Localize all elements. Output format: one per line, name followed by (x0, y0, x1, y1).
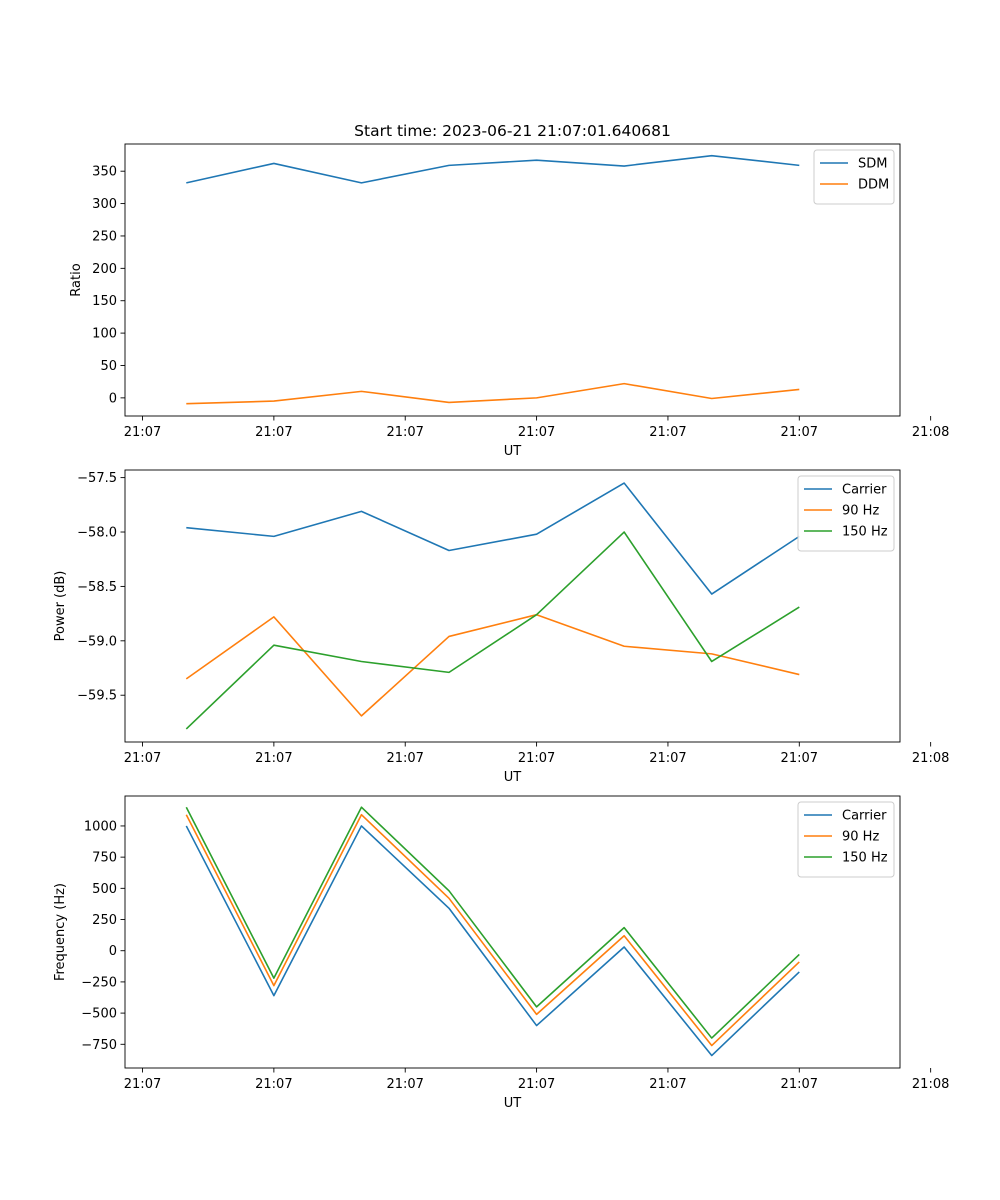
axes-frame (124, 469, 901, 743)
legend: Carrier 90 Hz 150 Hz (797, 475, 895, 552)
x-tick-label: 21:08 (912, 751, 949, 766)
y-tick-label: 350 (92, 165, 117, 180)
x-tick-label: 21:07 (518, 1077, 555, 1092)
y-axis-label: Ratio (69, 263, 84, 296)
series-line-150-hz (185, 531, 800, 730)
y-tick-label: −750 (81, 1038, 117, 1053)
y-tick-label: 750 (92, 851, 117, 866)
y-tick-label: 200 (92, 262, 117, 277)
legend-label: 90 Hz (842, 504, 879, 519)
x-axis-label: UT (504, 770, 522, 785)
y-tick-label: 0 (109, 391, 117, 406)
x-tick-label: 21:07 (255, 425, 292, 440)
x-tick-label: 21:07 (649, 425, 686, 440)
y-tick-label: 0 (109, 944, 117, 959)
x-axis-label: UT (504, 444, 522, 459)
legend-label: 150 Hz (842, 525, 888, 540)
series-line-carrier (186, 482, 800, 595)
y-tick-label: −57.5 (77, 471, 117, 486)
x-tick-label: 21:07 (781, 751, 818, 766)
series-line-carrier (185, 825, 800, 1057)
x-tick-label: 21:07 (124, 751, 161, 766)
y-tick-label: 300 (92, 197, 117, 212)
subplot-2: 21:07 21:07 21:07 21:07 21:07 21:07 21:08 −59.5… (53, 469, 949, 785)
y-tick-label: −58.0 (77, 526, 117, 541)
x-tick-label: 21:08 (912, 1077, 949, 1092)
series-line-150-hz (185, 806, 800, 1039)
legend: SDM DDM (813, 149, 895, 205)
legend-label: Carrier (842, 809, 887, 824)
y-tick-label: 1000 (84, 819, 117, 834)
y-tick-label: −500 (81, 1007, 117, 1022)
x-tick-label: 21:07 (124, 1077, 161, 1092)
x-tick-label: 21:07 (649, 1077, 686, 1092)
y-tick-label: −58.5 (77, 580, 117, 595)
x-tick-label: 21:07 (386, 1077, 423, 1092)
chart-title: Start time: 2023-06-21 21:07:01.640681 (354, 122, 671, 140)
y-axis-label: Power (dB) (53, 571, 68, 642)
y-tick-label: 250 (92, 913, 117, 928)
y-tick-label: −59.5 (77, 689, 117, 704)
x-axis-label: UT (504, 1096, 522, 1111)
x-tick-label: 21:07 (518, 751, 555, 766)
legend-label: DDM (858, 178, 889, 193)
legend: Carrier 90 Hz 150 Hz (797, 801, 895, 878)
series-line-90-hz (185, 813, 800, 1047)
subplot-3: 21:07 21:07 21:07 21:07 21:07 21:07 21:08 −750 −… (53, 795, 949, 1111)
legend-box (797, 475, 895, 552)
y-tick-label: 100 (92, 327, 117, 342)
legend-label: Carrier (842, 483, 887, 498)
x-tick-label: 21:07 (518, 425, 555, 440)
legend-label: 150 Hz (842, 851, 888, 866)
x-tick-label: 21:07 (124, 425, 161, 440)
x-tick-label: 21:07 (781, 1077, 818, 1092)
series-line-ddm (186, 382, 800, 405)
x-tick-label: 21:07 (255, 1077, 292, 1092)
y-tick-label: 50 (100, 359, 117, 374)
legend-box (797, 801, 895, 878)
x-tick-label: 21:07 (255, 751, 292, 766)
y-axis-label: Frequency (Hz) (53, 883, 68, 981)
legend-label: 90 Hz (842, 830, 879, 845)
axes-frame (124, 795, 901, 1069)
x-tick-label: 21:07 (649, 751, 686, 766)
y-tick-label: 500 (92, 882, 117, 897)
plots: 21:07 21:07 21:07 21:07 21:07 21:07 21:08 0 50 10… (53, 143, 949, 1111)
y-tick-label: −59.0 (77, 634, 117, 649)
y-tick-label: −250 (81, 975, 117, 990)
legend-label: SDM (858, 157, 887, 172)
x-tick-label: 21:07 (386, 425, 423, 440)
series-line-90-hz (185, 613, 800, 717)
axes-frame (124, 143, 901, 417)
x-tick-label: 21:07 (386, 751, 423, 766)
subplot-1: 21:07 21:07 21:07 21:07 21:07 21:07 21:08 0 50 10… (69, 143, 949, 459)
series-line-sdm (186, 154, 800, 184)
x-tick-label: 21:08 (912, 425, 949, 440)
y-tick-label: 250 (92, 229, 117, 244)
y-tick-label: 150 (92, 294, 117, 309)
x-tick-label: 21:07 (781, 425, 818, 440)
